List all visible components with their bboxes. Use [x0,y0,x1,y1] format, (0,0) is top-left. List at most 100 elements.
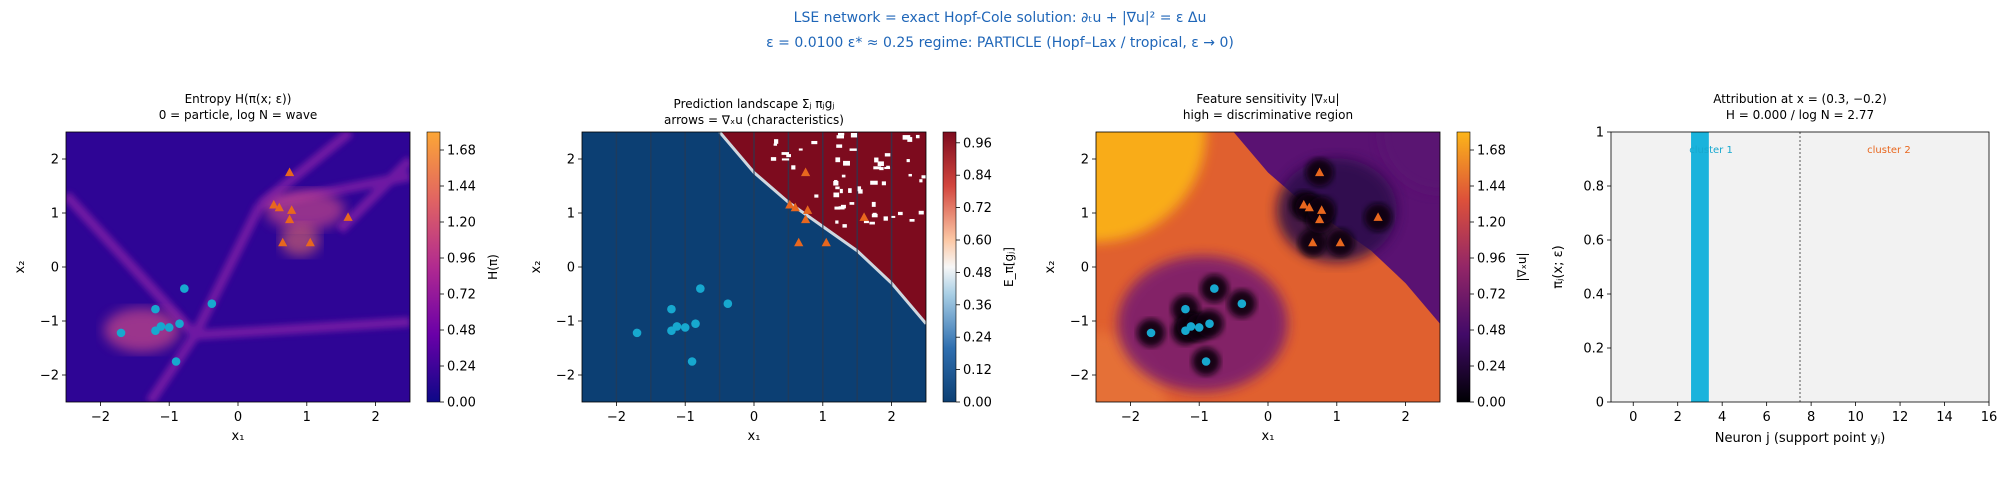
panel3-class1-point [1304,202,1314,212]
panel2-colorbar-tick-label: 0.48 [963,266,992,281]
panel1-colorbar-tick-label: 0.48 [447,324,476,339]
panel2-speck [857,186,862,192]
panel2-axes: −2 −1 0 1 2 −2 −1 0 1 2 [556,153,896,426]
panel1-class1-point [287,205,297,214]
panel1-ylabel: x₂ [13,261,28,274]
panel4-ytick-label: 1 [1596,126,1604,141]
panel2-class1-point [803,205,813,214]
panel4-bar [1691,132,1709,402]
panel2-speck [884,153,891,157]
panel2-speck [918,210,924,215]
panel2-speck [791,165,796,170]
panel3-ylabel: x₂ [1043,261,1058,274]
panel3-colorbar: 0.00 0.24 0.48 0.72 0.96 1.20 1.44 1.68 |∇ₓu| [1456,131,1529,411]
panel1-plot: −2 −1 0 1 2 −2 −1 0 1 2 [40,131,411,426]
panel2-speck [835,220,839,224]
panel2-colorbar-label: E_π[gⱼ] [1002,247,1016,287]
panel2-speck [897,211,903,216]
panel2-speck [770,157,777,161]
panel4-axes: 0 2 4 6 8 10 12 14 16 0 0.2 0.4 0.6 0.8 1 [1583,126,1997,426]
panel2-ylabel: x₂ [529,261,544,274]
panel4-ytick-label: 0.8 [1583,180,1604,195]
panel3-class1-point [1317,205,1327,214]
panel3-class0-point [1205,319,1214,329]
panel1-class1-point [285,167,295,177]
panel2-xtick-label: 2 [887,410,895,425]
panel4-title-line1: Attribution at x = (0.3, −0.2) [1713,92,1887,106]
panel1-class1-point [305,237,315,247]
panel2-speck [877,161,884,166]
panel1-colorbar-label: H(π) [486,254,500,280]
panel2-colorbar-tick-label: 0.12 [963,363,992,378]
panel4-xtick-label: 0 [1629,410,1637,425]
panel3-xtick-label: 1 [1333,410,1341,425]
panel2-colorbar-tick-label: 0.24 [963,331,992,346]
panel2-ytick-label: −2 [556,369,575,384]
panel2-speck [909,219,915,222]
panel2-colorbar-tick-label: 0.84 [963,169,992,184]
panel1-class0-point [171,357,181,366]
panel4-ytick-label: 0.6 [1583,234,1604,249]
panel1-axes: −2 −1 0 1 2 −2 −1 0 1 2 [40,153,380,426]
panel2-class1-point [785,199,795,209]
panel2-points [632,167,869,366]
panel1-class0-point [180,284,189,293]
panel1-colorbar-tick-label: 0.24 [447,360,476,375]
panel4-xtick-label: 2 [1674,410,1682,425]
panel3-title-line1: Feature sensitivity |∇ₓu| [1196,92,1340,106]
panel3-colorbar-tick-label: 1.20 [1477,216,1506,231]
panel1-ytick-label: 0 [51,261,59,276]
panel3-corner-dark [1380,132,1440,192]
panel4-xtick-label: 8 [1807,410,1815,425]
panel2-speck [879,167,884,171]
panel2-speck [836,135,845,139]
panel1-class0-point [164,323,174,332]
panel4-ytick-label: 0 [1596,396,1604,411]
panel3-class0-point [1146,328,1156,338]
panel1-class1-point [278,237,288,247]
panel2-speck [858,189,863,194]
panel2-speck [836,144,843,148]
panel4-xtick-label: 14 [1936,410,1953,425]
panel3-colorbar-tick-label: 0.00 [1477,396,1506,411]
panel4-title: Attribution at x = (0.3, −0.2) H = 0.000… [1611,91,1989,123]
panel3-class1-point [1315,167,1325,177]
panel2-speck [798,148,803,151]
panel2-class1-point [821,237,831,247]
panel2-speck [908,173,912,177]
panel4-bars [1691,132,1709,402]
panel2-speck [891,215,896,218]
panel1-xtick-label: 2 [371,410,379,425]
panel2-ytick-label: 1 [567,207,575,222]
panel3-class1-point [1335,237,1345,247]
panel2-class1-point [801,214,811,224]
panel3-xtick-label: 2 [1401,410,1409,425]
panel1-title-line2: 0 = particle, log N = wave [158,108,318,122]
panel3-class1-point [1308,237,1318,247]
panel1-ytick-label: 2 [51,153,59,168]
panel2-class1-point [801,167,811,177]
panel3-class1-point [1299,199,1309,209]
panel2-speck [915,134,920,139]
panel3-class0-point [1181,304,1190,314]
panel2-speck [781,158,790,161]
panel1-xtick-label: 0 [234,410,242,425]
panel2-class0-point [687,357,697,366]
panel2-speck [848,188,852,193]
panel3-class0-point [1210,284,1219,293]
panel3-plot: −2 −1 0 1 2 −2 −1 0 1 2 [1070,131,1441,426]
panel1-class0-point [207,299,217,309]
panel2-speck [835,186,840,190]
panel3-colorbar-tick-label: 0.96 [1477,252,1506,267]
panel1-colorbar: 0.00 0.24 0.48 0.72 0.96 1.20 1.44 1.68 H(π) [426,131,500,411]
panel2-class0-point [696,284,705,293]
panel4-frame [1610,131,1990,403]
panel3-axes: −2 −1 0 1 2 −2 −1 0 1 2 [1070,153,1410,426]
panel1-colorbar-tick-label: 0.96 [447,252,476,267]
panel1-xtick-label: 1 [303,410,311,425]
suptitle-line-1: LSE network = exact Hopf-Cole solution: … [793,10,1207,26]
panel2-plot: −2 −1 0 1 2 −2 −1 0 1 2 [556,131,927,426]
panel2-class1-point [790,202,800,212]
panel3-title-line2: high = discriminative region [1182,108,1354,122]
